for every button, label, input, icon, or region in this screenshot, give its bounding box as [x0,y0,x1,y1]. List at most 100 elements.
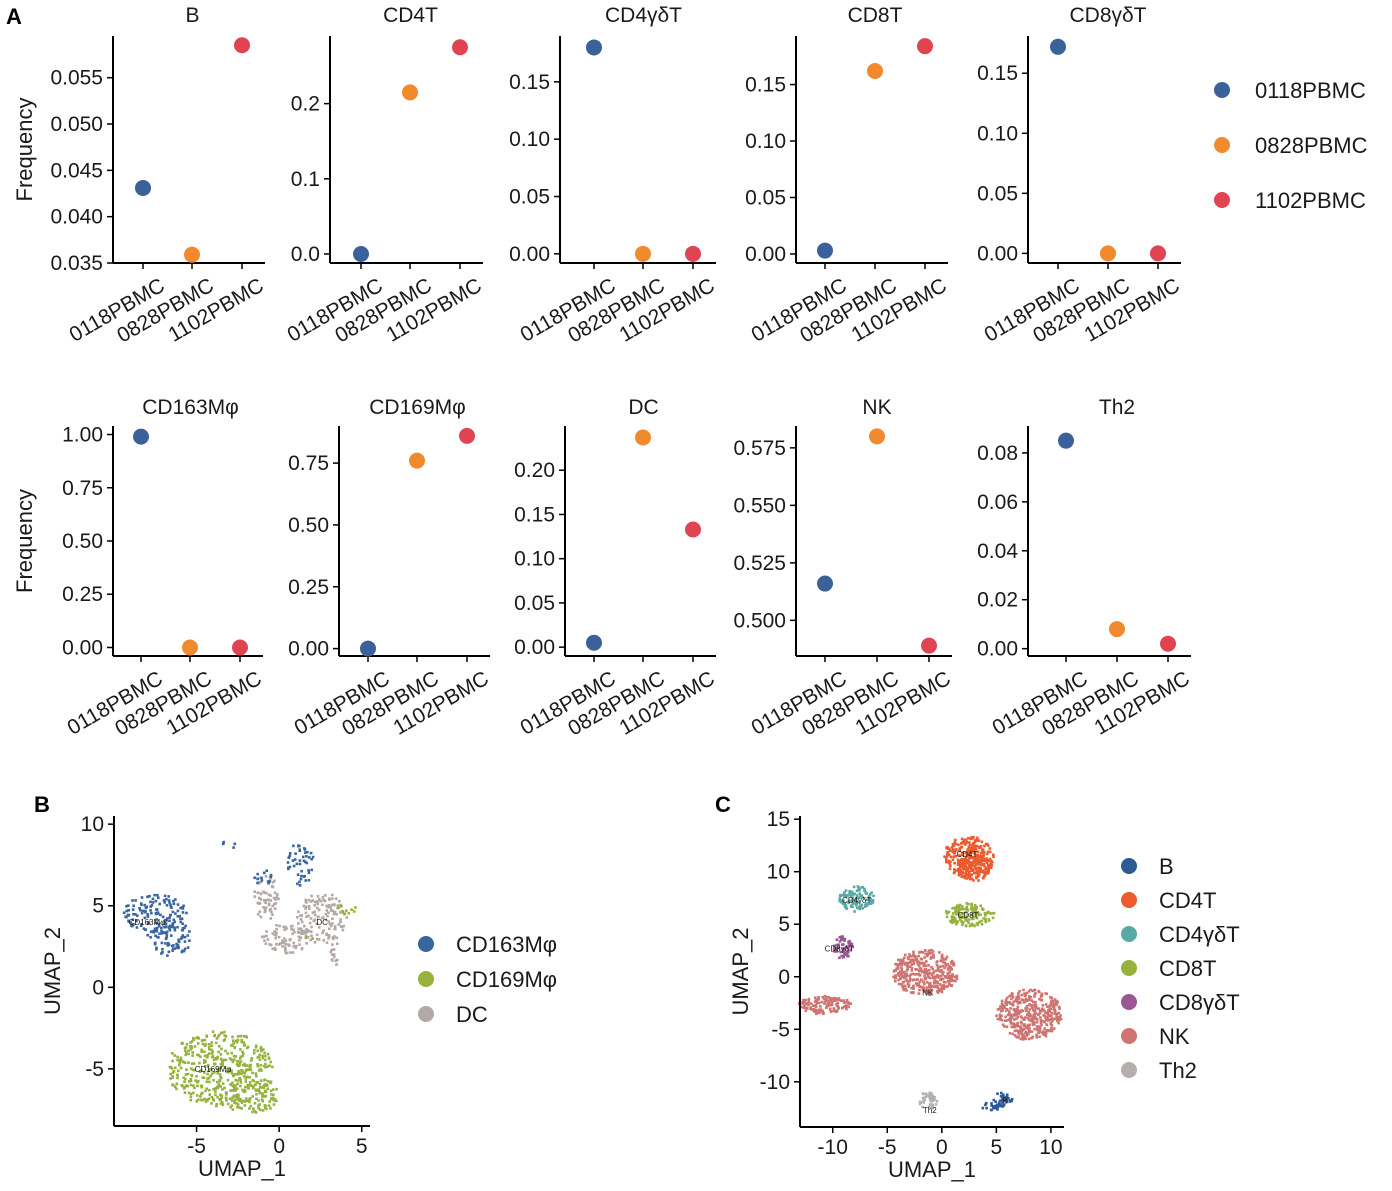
umap-cell [985,1106,988,1110]
umap-cell [243,1100,247,1103]
umap-cell [292,844,295,848]
umap-cell [304,898,307,902]
umap-cell [835,1002,838,1006]
umap-cell [982,876,985,880]
umap-cell [924,949,927,952]
umap-cell [256,1062,259,1066]
umap-cell [1053,1017,1056,1021]
umap-cell [144,906,148,910]
umap-cell [178,1059,181,1062]
umap-cell [963,907,966,911]
umap-cell [201,1076,204,1079]
umap-cell [184,1053,188,1057]
umap-cell [807,1003,810,1007]
umap-cell [334,897,338,900]
umap-cell [911,954,914,958]
umap-cell [992,855,995,858]
umap-cell [1028,1008,1032,1011]
umap-cell [915,968,919,971]
umap-cell [165,936,168,939]
umap-cell [1055,1001,1058,1004]
umap-cell [816,1009,820,1013]
umap-cell [952,961,955,965]
umap-cell [841,893,844,897]
umap-cell [305,942,308,945]
umap-cell [983,858,987,861]
umap-cell [224,1049,227,1053]
umap-cell [255,1044,258,1048]
umap-cell [177,940,181,943]
umap-cell [240,1040,243,1044]
umap-cell [327,911,330,914]
umap-cell [961,851,965,855]
umap-cell [308,921,312,925]
umap-cell [971,869,975,872]
umap-cell [951,917,955,920]
umap-cell [269,878,272,882]
umap-cell [1025,1009,1028,1013]
umap-cell [220,1047,223,1051]
umap-cell [955,911,958,915]
umap-cell [826,1002,829,1006]
umap-cell [957,909,961,912]
data-point-0828PBMC [869,428,885,445]
dotplot-title: Th2 [1099,396,1135,419]
umap-cell [1019,1020,1023,1024]
umap-cell [915,958,919,961]
umap-cell [863,887,866,891]
umap-cell [989,862,993,866]
umap-cell [832,944,836,948]
umap-cell [226,1052,229,1055]
umap-cell [187,1080,191,1083]
y-tick-label: 0.10 [745,130,786,153]
umap-cell [166,954,169,957]
umap-cell [934,980,938,983]
umap-cell [325,904,328,908]
umap-cell [301,855,305,859]
umap-cell [1050,1014,1053,1018]
umap-cell [814,1009,818,1012]
cluster-label: CD8T [958,911,979,920]
umap-cell [328,898,331,901]
umap-cell [295,862,299,866]
umap-cell [838,894,842,897]
umap-cell [208,1088,211,1092]
umap-cell [1003,1025,1006,1028]
umap-cell [174,1066,177,1070]
umap-cell [1038,1011,1042,1015]
cluster-label: DC [316,918,328,927]
umap-cell [869,899,872,903]
umap-cell [300,947,304,950]
umap-cell [903,984,907,988]
umap-cell [131,918,135,921]
umap-cell [900,973,903,976]
umap-cell [925,989,929,993]
umap-cell [164,937,168,941]
cluster-label: Th2 [923,1106,937,1115]
umap-cell [1002,1093,1005,1096]
legend-label-DC: DC [456,1002,488,1027]
umap-cell [1028,995,1031,998]
umap-cell [210,1068,213,1071]
dotplot-title: DC [628,396,658,419]
umap-cell [190,1073,193,1077]
umap-cell [918,951,921,954]
umap-cell [1017,992,1020,995]
umap-cell [833,950,836,953]
umap-cell [150,904,154,907]
umap-cell [333,910,337,914]
umap-cell [248,1081,252,1084]
umap-cell [265,869,268,872]
umap-cell [342,924,346,928]
umap-cell [211,1050,214,1053]
umap-cell [996,1108,999,1111]
umap-cell [836,997,840,1000]
umap-cell [273,891,277,895]
umap-cell [223,1030,226,1034]
umap-cell [1048,1018,1052,1022]
umap-cell [230,1069,233,1072]
umap-cell [982,863,986,866]
umap-cell [967,921,970,924]
umap-cell [218,1097,221,1101]
umap-cell [939,974,943,978]
